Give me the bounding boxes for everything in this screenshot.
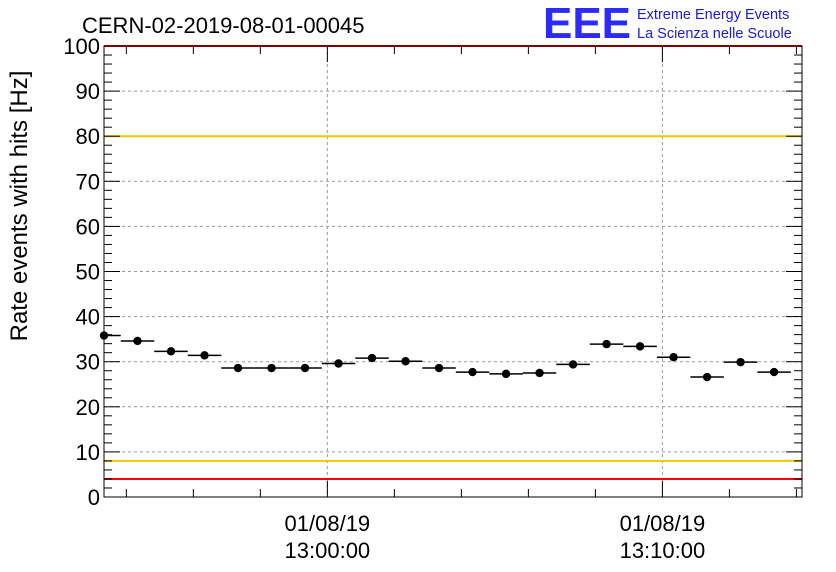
data-point <box>489 369 523 379</box>
y-tick-label: 20 <box>76 395 100 420</box>
data-point <box>656 352 691 362</box>
x-tick-label-time: 13:10:00 <box>620 538 706 563</box>
reference-lines <box>104 45 802 480</box>
data-point <box>355 353 389 363</box>
data-point <box>556 360 590 369</box>
data-point-marker <box>702 372 712 382</box>
eee-logo: EEE Extreme Energy Events La Scienza nel… <box>543 0 792 48</box>
data-point-marker <box>367 353 377 363</box>
data-point <box>757 367 791 377</box>
data-point-marker <box>267 363 276 373</box>
x-tick-label-date: 01/08/19 <box>620 511 706 536</box>
data-point-marker <box>300 363 310 373</box>
eee-logo-letters: EEE <box>543 0 631 48</box>
data-point <box>422 363 456 373</box>
data-point-marker <box>602 339 611 349</box>
data-point-marker <box>166 347 176 356</box>
y-tick-label: 100 <box>63 34 100 59</box>
data-point-marker <box>334 359 343 368</box>
data-point <box>221 363 255 373</box>
y-tick-label: 80 <box>76 124 100 149</box>
data-point-marker <box>568 360 578 369</box>
x-tick-label-time: 13:00:00 <box>285 538 371 563</box>
data-point <box>99 331 121 340</box>
data-point-marker <box>635 342 645 351</box>
data-point-marker <box>133 336 142 346</box>
y-tick-label: 0 <box>88 485 100 510</box>
data-point <box>388 357 423 366</box>
data-point-marker <box>669 352 678 362</box>
y-tick-label: 50 <box>76 260 100 285</box>
axes <box>103 45 803 498</box>
chart-title: CERN-02-2019-08-01-00045 <box>82 13 365 38</box>
data-point-marker <box>233 363 243 373</box>
eee-logo-line2: La Scienza nelle Scuole <box>637 26 792 42</box>
data-point <box>455 367 490 377</box>
x-tick-label-date: 01/08/19 <box>285 511 371 536</box>
data-point <box>522 368 557 378</box>
data-point-marker <box>468 367 477 377</box>
data-point <box>187 351 222 360</box>
data-point-marker <box>535 368 544 378</box>
data-point <box>690 372 724 382</box>
y-tick-label: 10 <box>76 440 100 465</box>
y-tick-label: 90 <box>76 79 100 104</box>
data-point <box>321 359 356 368</box>
data-point <box>120 336 155 346</box>
data-point <box>288 363 322 373</box>
data-point <box>254 363 289 373</box>
data-point-marker <box>99 331 109 340</box>
data-point <box>623 342 657 351</box>
data-points <box>99 331 791 382</box>
y-tick-label: 70 <box>76 169 100 194</box>
y-tick-labels: 0 10 20 30 40 50 60 70 80 90 100 <box>63 34 100 510</box>
eee-logo-line1: Extreme Energy Events <box>637 7 789 23</box>
y-tick-label: 60 <box>76 214 100 239</box>
data-point-marker <box>769 367 779 377</box>
y-tick-label: 40 <box>76 305 100 330</box>
data-point <box>723 357 758 367</box>
y-axis-label: Rate events with hits [Hz] <box>6 71 33 342</box>
data-point-marker <box>501 369 511 379</box>
grid-lines <box>104 46 802 497</box>
data-point <box>589 339 624 349</box>
y-tick-label: 30 <box>76 350 100 375</box>
data-point-marker <box>434 363 444 373</box>
data-point-marker <box>736 357 745 367</box>
data-point <box>154 347 188 356</box>
data-point-marker <box>200 351 209 360</box>
data-point-marker <box>401 357 410 366</box>
